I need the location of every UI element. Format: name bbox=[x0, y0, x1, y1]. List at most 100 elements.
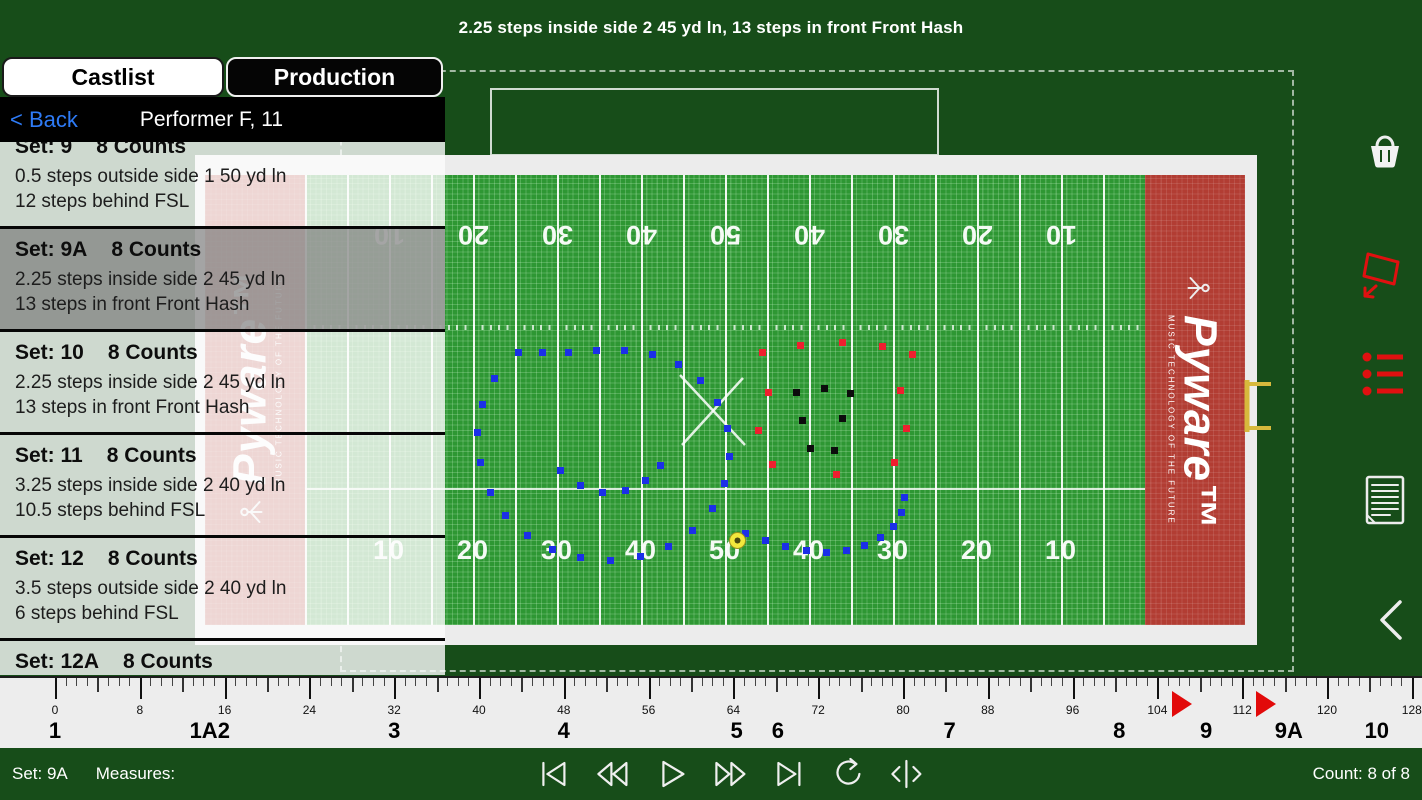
performer-dot[interactable] bbox=[803, 547, 810, 554]
performer-dot[interactable] bbox=[877, 534, 884, 541]
performer-dot[interactable] bbox=[657, 462, 664, 469]
performer-dot[interactable] bbox=[831, 447, 838, 454]
performer-dot[interactable] bbox=[879, 343, 886, 350]
ruler-set-label[interactable]: 6 bbox=[771, 718, 785, 743]
performer-dot[interactable] bbox=[897, 387, 904, 394]
ruler-set-label[interactable]: 3 bbox=[388, 718, 401, 743]
performer-dot[interactable] bbox=[593, 347, 600, 354]
timeline-ruler[interactable]: 0 8 16 24 32 40 48 56 64 72 80 88 96 104 112 120 128 1 1A2… bbox=[0, 676, 1422, 750]
performer-dot[interactable] bbox=[515, 349, 522, 356]
performer-dot[interactable] bbox=[833, 471, 840, 478]
performer-dot[interactable] bbox=[755, 427, 762, 434]
basket-icon[interactable] bbox=[1362, 128, 1408, 179]
performer-dot[interactable] bbox=[621, 347, 628, 354]
performer-dot[interactable] bbox=[807, 445, 814, 452]
performer-dot[interactable] bbox=[599, 489, 606, 496]
play-button[interactable] bbox=[654, 757, 688, 796]
ruler-tick bbox=[415, 678, 417, 686]
fast-forward-button[interactable] bbox=[711, 757, 749, 796]
performer-dot[interactable] bbox=[474, 429, 481, 436]
ruler-set-label[interactable]: 4 bbox=[557, 718, 570, 743]
performer-dot[interactable] bbox=[607, 557, 614, 564]
loop-button[interactable] bbox=[829, 757, 865, 796]
ruler-set-label[interactable]: 7 bbox=[943, 718, 956, 743]
back-button[interactable]: < Back bbox=[10, 106, 78, 132]
performer-dot[interactable] bbox=[549, 546, 556, 553]
paint-flag-icon[interactable] bbox=[1356, 246, 1408, 309]
set-list-item[interactable]: Set: 12 8 Counts 3.5 steps outside side 2 … bbox=[0, 538, 445, 641]
playhead-marker[interactable] bbox=[1256, 691, 1277, 717]
performer-dot[interactable] bbox=[861, 542, 868, 549]
performer-dot[interactable] bbox=[479, 401, 486, 408]
performer-dot[interactable] bbox=[843, 547, 850, 554]
ruler-set-label[interactable]: 9 bbox=[1200, 718, 1213, 743]
performer-dot[interactable] bbox=[565, 349, 572, 356]
performer-dot[interactable] bbox=[539, 349, 546, 356]
tab-castlist[interactable]: Castlist bbox=[2, 57, 224, 97]
performer-dot[interactable] bbox=[823, 549, 830, 556]
performer-dot[interactable] bbox=[665, 543, 672, 550]
performer-dot[interactable] bbox=[909, 351, 916, 358]
ruler-set-label[interactable]: 10 bbox=[1364, 718, 1390, 743]
ruler-set-label[interactable]: 1A2 bbox=[189, 718, 230, 743]
set-list-item[interactable]: Set: 9A 8 Counts 2.25 steps inside side 2 … bbox=[0, 229, 445, 332]
performer-dot[interactable] bbox=[901, 494, 908, 501]
performer-dot[interactable] bbox=[821, 385, 828, 392]
performer-dot[interactable] bbox=[890, 523, 897, 530]
red-list-icon[interactable] bbox=[1360, 348, 1408, 407]
rewind-button[interactable] bbox=[593, 757, 631, 796]
skip-to-start-button[interactable] bbox=[536, 757, 570, 796]
performer-dot[interactable] bbox=[793, 389, 800, 396]
performer-dot[interactable] bbox=[726, 453, 733, 460]
performer-dot[interactable] bbox=[765, 389, 772, 396]
performer-dot[interactable] bbox=[714, 399, 721, 406]
performer-dot[interactable] bbox=[577, 482, 584, 489]
skip-to-end-button[interactable] bbox=[772, 757, 806, 796]
performer-dot[interactable] bbox=[839, 415, 846, 422]
set-list-item[interactable]: Set: 11 8 Counts 3.25 steps inside side 2 … bbox=[0, 435, 445, 538]
performer-dot[interactable] bbox=[839, 339, 846, 346]
performer-dot[interactable] bbox=[762, 537, 769, 544]
performer-dot[interactable] bbox=[769, 461, 776, 468]
performer-dot[interactable] bbox=[491, 375, 498, 382]
performer-dot[interactable] bbox=[721, 480, 728, 487]
performer-dot[interactable] bbox=[742, 530, 749, 537]
performer-dot[interactable] bbox=[642, 477, 649, 484]
performer-dot[interactable] bbox=[689, 527, 696, 534]
performer-dot[interactable] bbox=[891, 459, 898, 466]
performer-dot[interactable] bbox=[903, 425, 910, 432]
tab-production[interactable]: Production bbox=[226, 57, 443, 97]
performer-dot[interactable] bbox=[724, 425, 731, 432]
ruler-set-label[interactable]: 5 bbox=[730, 718, 743, 743]
collapse-left-icon[interactable] bbox=[1374, 596, 1408, 649]
performer-dot[interactable] bbox=[477, 459, 484, 466]
performer-dot[interactable] bbox=[622, 487, 629, 494]
ruler-set-label[interactable]: 8 bbox=[1113, 718, 1126, 743]
performer-dot[interactable] bbox=[709, 505, 716, 512]
set-list-item[interactable]: Set: 12A 8 Counts bbox=[0, 641, 445, 675]
performer-dot[interactable] bbox=[675, 361, 682, 368]
playhead-marker[interactable] bbox=[1172, 691, 1193, 717]
ruler-set-label[interactable]: 9A bbox=[1274, 718, 1303, 743]
fit-width-button[interactable] bbox=[888, 757, 924, 796]
performer-dot[interactable] bbox=[782, 543, 789, 550]
notes-icon[interactable] bbox=[1362, 474, 1408, 533]
performer-dot[interactable] bbox=[799, 417, 806, 424]
performer-dot[interactable] bbox=[797, 342, 804, 349]
performer-dot[interactable] bbox=[847, 390, 854, 397]
performer-dot[interactable] bbox=[649, 351, 656, 358]
set-list-item[interactable]: Set: 10 8 Counts 2.25 steps inside side 2 … bbox=[0, 332, 445, 435]
selected-performer-dot[interactable] bbox=[729, 532, 746, 549]
performer-dot[interactable] bbox=[524, 532, 531, 539]
ruler-set-label[interactable]: 1 bbox=[48, 718, 62, 743]
performer-dot[interactable] bbox=[637, 553, 644, 560]
performer-dot[interactable] bbox=[577, 554, 584, 561]
performer-dot[interactable] bbox=[557, 467, 564, 474]
performer-dot[interactable] bbox=[487, 489, 494, 496]
performer-dot[interactable] bbox=[759, 349, 766, 356]
performer-dot[interactable] bbox=[898, 509, 905, 516]
performer-dot[interactable] bbox=[697, 377, 704, 384]
performer-dot[interactable] bbox=[502, 512, 509, 519]
